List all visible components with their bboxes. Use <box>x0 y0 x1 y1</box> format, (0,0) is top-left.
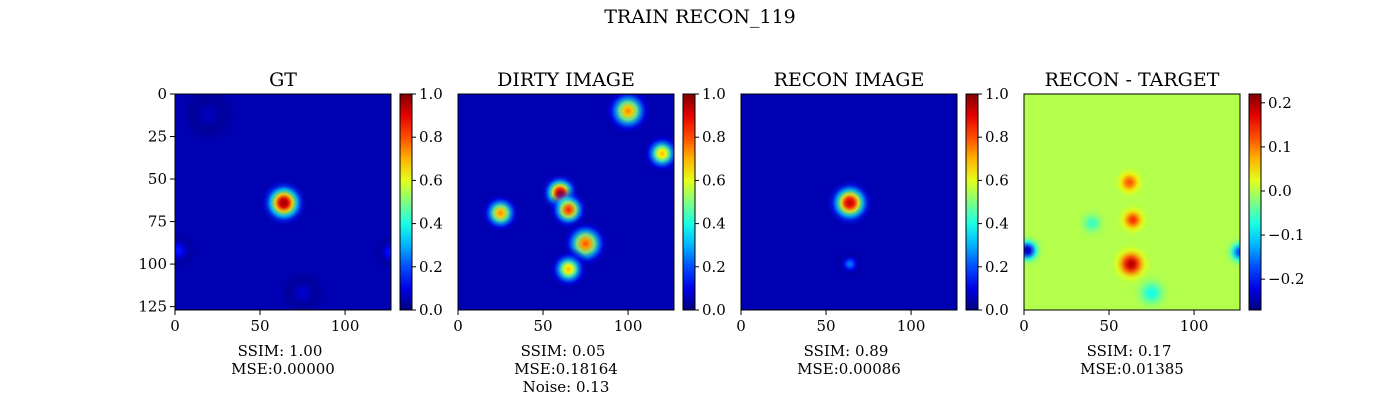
panels: GT 0 50 100 0 25 50 75 100 125 0.0 0.2 0.4 0.6 0.8 1.0 S… <box>138 69 1304 396</box>
colorbar-tick-label: 0.2 <box>702 258 726 276</box>
x-tick-label: 0 <box>1019 317 1029 335</box>
heatmap-feature <box>175 232 197 269</box>
y-tick-label: 25 <box>148 128 167 146</box>
colorbar <box>399 93 413 311</box>
x-tick-label: 100 <box>331 317 360 335</box>
figure-title: TRAIN RECON_119 <box>604 6 796 28</box>
colorbar-tick-label: 0.2 <box>419 258 443 276</box>
colorbar <box>965 93 979 311</box>
y-tick-label: 75 <box>148 213 167 231</box>
metric-caption-line: SSIM: 0.17 <box>1087 342 1172 360</box>
colorbar-tick-label: 0.4 <box>419 215 443 233</box>
metric-caption-line: MSE:0.00086 <box>797 360 901 378</box>
x-tick-label: 50 <box>1099 317 1118 335</box>
panel-4: RECON - TARGET 0 50 100 0.2 0.1 0.0 −0.1 −0.2 SSI… <box>1019 69 1304 378</box>
x-tick-label: 100 <box>1180 317 1209 335</box>
colorbar-tick-label: 0.6 <box>985 171 1009 189</box>
colorbar-tick-label: −0.2 <box>1268 270 1304 288</box>
metric-caption-line: MSE:0.01385 <box>1080 360 1184 378</box>
colorbar-tick-label: 0.0 <box>1268 182 1292 200</box>
x-tick-label: 50 <box>533 317 552 335</box>
heatmap-feature <box>1074 205 1110 241</box>
colorbar <box>1248 93 1262 311</box>
heatmap-feature <box>478 190 523 236</box>
panel-title: GT <box>269 69 297 91</box>
heatmap-feature <box>836 250 864 278</box>
panel-title: RECON IMAGE <box>774 69 925 91</box>
colorbar-tick-label: 0.1 <box>1268 138 1292 156</box>
panel-1: GT 0 50 100 0 25 50 75 100 125 0.0 0.2 0.4 0.6 0.8 1.0 S… <box>138 69 443 378</box>
metric-caption-line: SSIM: 0.05 <box>521 342 606 360</box>
colorbar-tick-label: 0.0 <box>702 301 726 319</box>
colorbar-tick-label: 0.2 <box>1268 94 1292 112</box>
x-tick-label: 0 <box>453 317 463 335</box>
image-axes <box>740 93 958 311</box>
x-tick-label: 50 <box>816 317 835 335</box>
x-tick-label: 0 <box>170 317 180 335</box>
colorbar-tick-label: 0.8 <box>985 128 1009 146</box>
panel-3: RECON IMAGE 0 50 100 0.0 0.2 0.4 0.6 0.8 1.0 SSIM:… <box>736 69 1009 378</box>
heatmap-feature <box>280 270 325 310</box>
panel-title: DIRTY IMAGE <box>497 69 635 91</box>
metric-caption-line: MSE:0.00000 <box>231 360 335 378</box>
heatmap-feature <box>1111 164 1148 201</box>
x-tick-label: 50 <box>250 317 269 335</box>
colorbar-tick-label: 0.6 <box>419 171 443 189</box>
heatmap-feature <box>1222 234 1240 270</box>
heatmap-feature <box>639 131 674 176</box>
metric-caption-line: MSE:0.18164 <box>514 360 618 378</box>
y-tick-label: 100 <box>138 255 167 273</box>
heatmap-feature <box>257 176 311 230</box>
metric-caption-line: Noise: 0.13 <box>523 378 610 396</box>
colorbar-tick-label: 1.0 <box>419 85 443 103</box>
x-tick-label: 0 <box>736 317 746 335</box>
metric-caption-line: SSIM: 0.89 <box>804 342 889 360</box>
x-tick-label: 100 <box>897 317 926 335</box>
colorbar-tick-label: 0.0 <box>985 301 1009 319</box>
heatmap-feature <box>182 94 236 141</box>
colorbar-tick-label: 0.4 <box>985 215 1009 233</box>
colorbar-tick-label: 0.0 <box>419 301 443 319</box>
x-tick-label: 100 <box>614 317 643 335</box>
image-axes <box>1023 93 1241 311</box>
y-tick-label: 0 <box>157 85 167 103</box>
image-axes <box>457 93 675 311</box>
heatmap-feature <box>823 176 877 230</box>
heatmap-feature <box>1129 270 1174 310</box>
image-axes <box>174 93 392 311</box>
colorbar-tick-label: 0.6 <box>702 171 726 189</box>
panel-2: DIRTY IMAGE 0 50 100 0.0 0.2 0.4 0.6 0.8 1.0 SSIM:… <box>453 69 726 396</box>
heatmap-feature <box>373 234 391 270</box>
colorbar-tick-label: −0.1 <box>1268 226 1304 244</box>
colorbar-tick-label: 1.0 <box>702 85 726 103</box>
metric-caption-line: SSIM: 1.00 <box>238 342 323 360</box>
y-tick-label: 125 <box>138 298 167 316</box>
panel-title: RECON - TARGET <box>1045 69 1220 91</box>
heatmap-feature <box>1024 232 1046 269</box>
heatmap-feature <box>546 247 591 292</box>
y-tick-label: 50 <box>148 170 167 188</box>
colorbar-tick-label: 0.2 <box>985 258 1009 276</box>
colorbar-tick-label: 1.0 <box>985 85 1009 103</box>
heatmap-feature <box>1115 202 1151 238</box>
colorbar-tick-label: 0.4 <box>702 215 726 233</box>
colorbar-tick-label: 0.8 <box>702 128 726 146</box>
colorbar-tick-label: 0.8 <box>419 128 443 146</box>
colorbar <box>682 93 696 311</box>
heatmap-feature <box>601 94 655 138</box>
